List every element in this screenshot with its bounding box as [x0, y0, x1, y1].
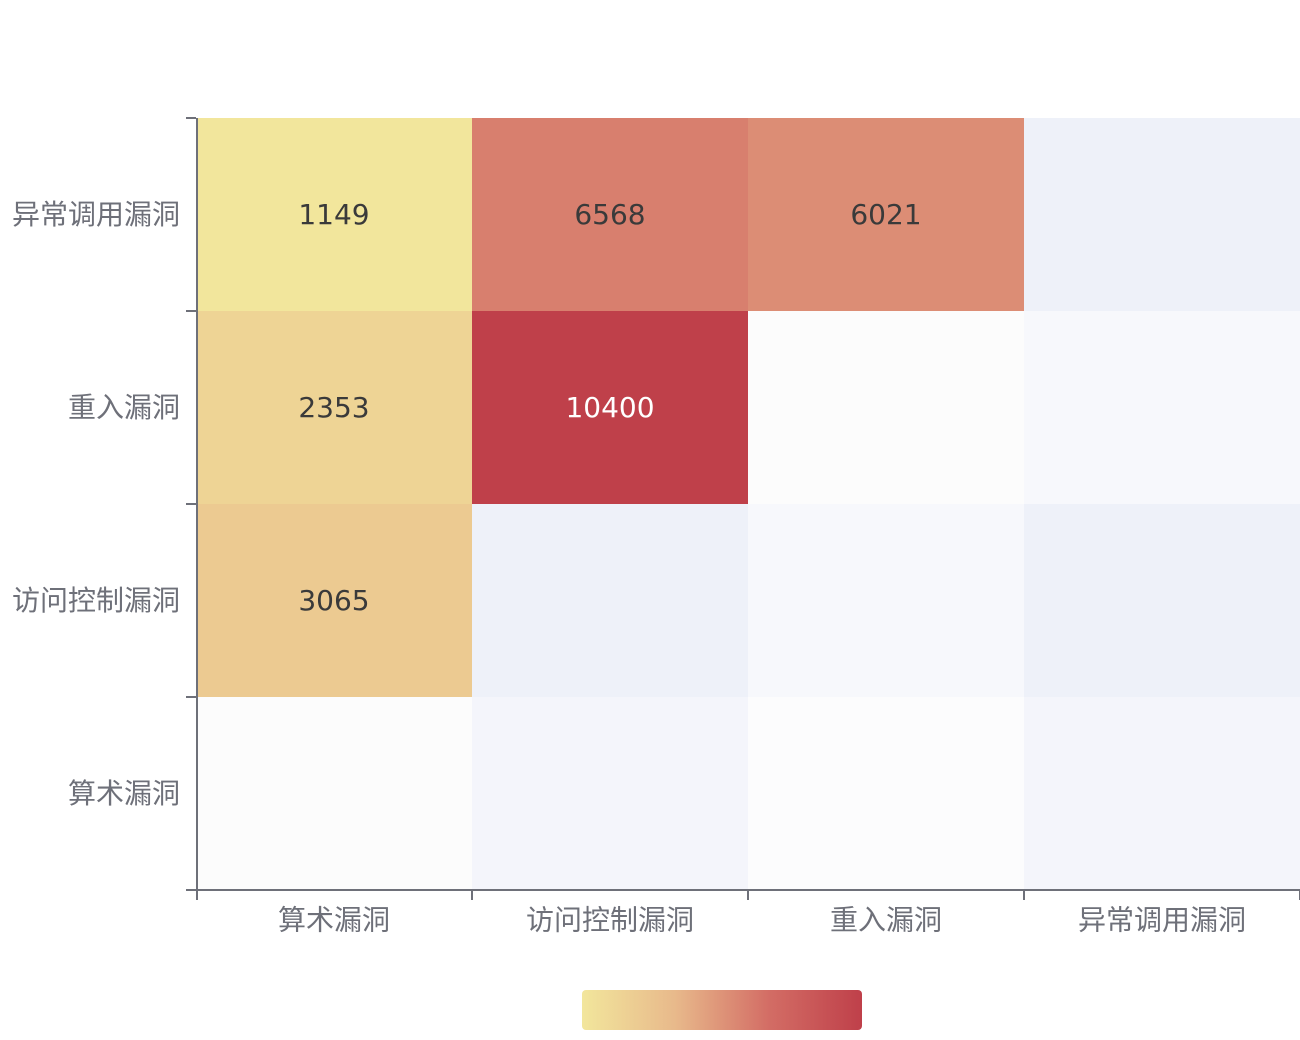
heatmap-cell[interactable] — [196, 504, 472, 697]
heatmap-cell-value-label: 6021 — [850, 198, 921, 231]
heatmap-empty-cell — [472, 697, 748, 890]
heatmap-cell[interactable] — [472, 118, 748, 311]
x-axis-tick-label: 重入漏洞 — [830, 904, 942, 937]
x-axis-tick-label: 异常调用漏洞 — [1078, 904, 1246, 937]
heatmap-cell[interactable] — [748, 118, 1024, 311]
heatmap-cell-value-label: 1149 — [298, 198, 369, 231]
visual-map-legend[interactable] — [582, 990, 862, 1030]
y-axis-tick-label: 重入漏洞 — [68, 391, 180, 424]
heatmap-empty-cell — [748, 504, 1024, 697]
heatmap-cells — [196, 118, 1300, 890]
heatmap-empty-cell — [1024, 311, 1300, 504]
heatmap-cell-labels: 1149 6568 6021 2353 10400 3065 — [298, 198, 921, 617]
y-axis-tick-label: 异常调用漏洞 — [12, 198, 180, 231]
y-axis-tick-label: 算术漏洞 — [68, 777, 180, 810]
x-axis-tick-label: 算术漏洞 — [278, 904, 390, 937]
heatmap-cell-value-label: 6568 — [574, 198, 645, 231]
heatmap-cell-value-label: 10400 — [565, 391, 654, 424]
heatmap-empty-cell — [748, 311, 1024, 504]
y-axis-tick-label: 访问控制漏洞 — [12, 584, 180, 617]
visual-map-gradient-bar[interactable] — [582, 990, 862, 1030]
heatmap-cell-value-label: 2353 — [298, 391, 369, 424]
heatmap-empty-cell — [748, 697, 1024, 890]
heatmap-empty-cell — [472, 504, 748, 697]
heatmap-cell-value-label: 3065 — [298, 584, 369, 617]
heatmap-empty-cell — [196, 697, 472, 890]
x-axis-tick-label: 访问控制漏洞 — [526, 904, 694, 937]
heatmap-cell[interactable] — [472, 311, 748, 504]
heatmap-empty-cell — [1024, 118, 1300, 311]
heatmap-cell[interactable] — [196, 118, 472, 311]
heatmap-empty-cell — [1024, 504, 1300, 697]
heatmap-empty-cell — [1024, 697, 1300, 890]
heatmap-cell[interactable] — [196, 311, 472, 504]
